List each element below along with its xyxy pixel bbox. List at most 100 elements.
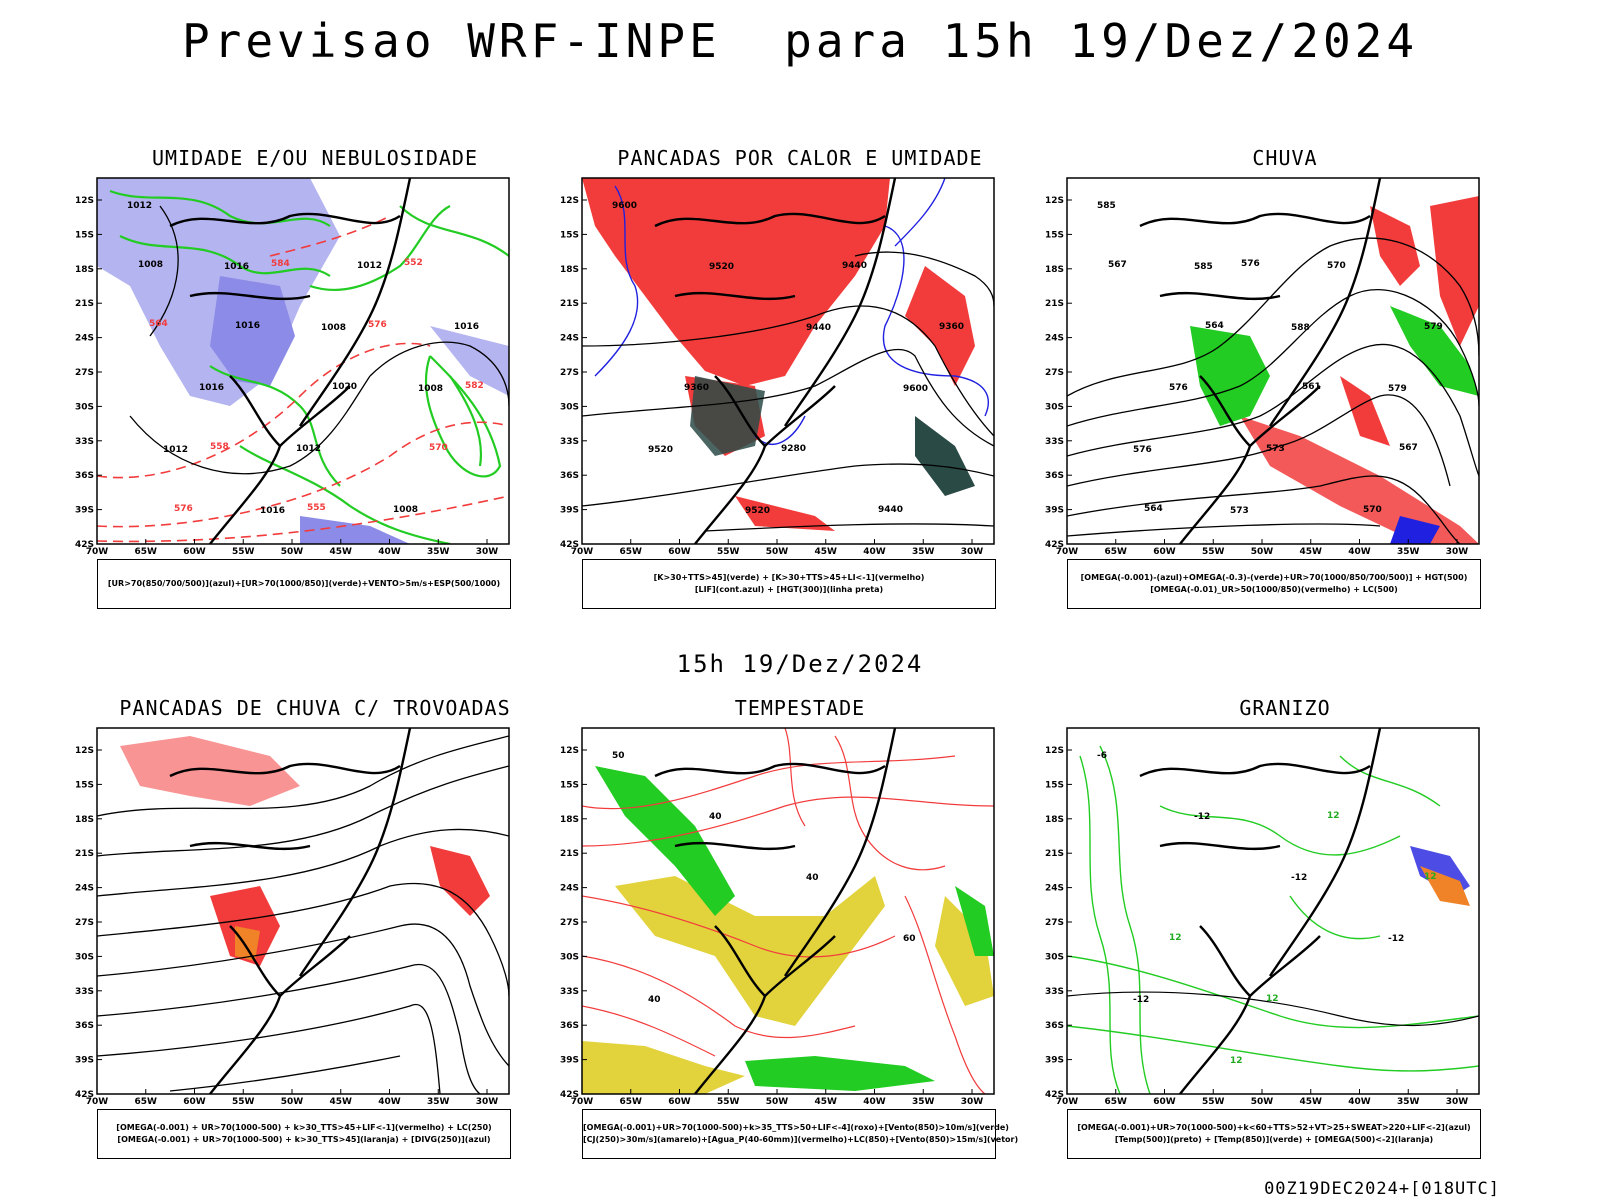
contour-label: -12: [1133, 995, 1149, 1005]
lon-label: 55W: [717, 547, 740, 557]
lat-label: 27S: [560, 918, 579, 928]
thunder-orange-patch: [235, 926, 260, 961]
lat-label: 24S: [560, 334, 579, 344]
contour-label: 576: [368, 320, 387, 330]
geopotential-contours: [582, 251, 994, 532]
lat-label: 18S: [560, 265, 579, 275]
contour-label: 1016: [199, 383, 224, 393]
contour-label: 50: [612, 751, 625, 761]
lat-label: 39S: [75, 1056, 94, 1066]
contour-label: 9600: [903, 384, 928, 394]
lat-label: 42S: [75, 540, 94, 550]
contour-label: 570: [1327, 261, 1346, 271]
panel-title: PANCADAS DE CHUVA C/ TROVOADAS: [119, 696, 511, 720]
rain-blue-area: [1390, 516, 1440, 544]
temp-850-contours: [1067, 745, 1479, 1094]
lon-label: 45W: [815, 547, 838, 557]
lon-label: 55W: [717, 1097, 740, 1107]
contour-label: 1020: [332, 382, 357, 392]
contour-label: 9520: [709, 262, 734, 272]
lat-label: 21S: [1045, 299, 1064, 309]
lat-label: 30S: [1045, 402, 1064, 412]
wind-green-area-east: [955, 886, 994, 956]
contour-label: 1016: [454, 322, 479, 332]
lat-label: 27S: [75, 368, 94, 378]
lat-label: 24S: [75, 334, 94, 344]
rain-red-streak: [1240, 416, 1479, 544]
lon-label: 65W: [135, 1097, 158, 1107]
lat-label: 42S: [1045, 540, 1064, 550]
contour-label: 9360: [939, 322, 964, 332]
contour-label: 576: [1241, 259, 1260, 269]
lon-label: 65W: [135, 547, 158, 557]
lat-label: 18S: [1045, 815, 1064, 825]
contour-label: 1012: [127, 201, 152, 211]
country-borders: [1139, 728, 1382, 1094]
forecast-time-label: 15h 19/Dez/2024: [676, 650, 924, 678]
country-borders: [169, 178, 412, 544]
contour-label: -12: [1388, 934, 1404, 944]
country-borders: [1139, 178, 1382, 544]
temp-500-contours: [1067, 991, 1479, 1027]
lifted-index-contours: [594, 178, 989, 445]
lon-label: 30W: [961, 1097, 984, 1107]
contour-label: 40: [806, 873, 819, 883]
lon-label: 55W: [232, 547, 255, 557]
panel-tempestade: TEMPESTADE: [555, 696, 1045, 1186]
pressure-contours: [129, 205, 509, 475]
lat-label: 36S: [75, 471, 94, 481]
contour-label: 558: [210, 442, 229, 452]
contour-label: 9600: [612, 201, 637, 211]
lon-label: 45W: [330, 547, 353, 557]
jet-yellow-area-east: [935, 896, 994, 1006]
panel-legend: [OMEGA(-0.001) + UR>70(1000-500) + k>30_…: [97, 1109, 511, 1159]
lat-label: 12S: [1045, 746, 1064, 756]
lon-label: 30W: [961, 547, 984, 557]
contour-label: 40: [709, 812, 722, 822]
map-frame: [96, 177, 510, 545]
lon-label: 70W: [1056, 1097, 1079, 1107]
contour-label: 1012: [296, 444, 321, 454]
contour-label: 585: [1097, 201, 1116, 211]
panel-legend: [OMEGA(-0.001)+UR>70(1000-500)+k>35_TTS>…: [582, 1109, 1018, 1159]
panel-legend: [OMEGA(-0.001)+UR>70(1000-500)+k<60+TTS>…: [1067, 1109, 1481, 1159]
panel-title: GRANIZO: [1239, 696, 1331, 720]
hail-orange-area: [1420, 866, 1470, 906]
lon-label: 55W: [232, 1097, 255, 1107]
lon-label: 65W: [1105, 1097, 1128, 1107]
lat-label: 33S: [75, 987, 94, 997]
legend-line: [OMEGA(-0.001)-(azul)+OMEGA(-0.3)-(verde…: [1080, 573, 1468, 582]
lon-label: 50W: [766, 547, 789, 557]
lon-label: 45W: [1300, 547, 1323, 557]
run-identifier: 00Z19DEC2024+[018UTC]: [1264, 1179, 1500, 1199]
lon-label: 60W: [183, 547, 206, 557]
panel-granizo: GRANIZO: [1040, 696, 1530, 1186]
lat-label: 42S: [1045, 1090, 1064, 1100]
lat-label: 39S: [1045, 506, 1064, 516]
lat-label: 21S: [1045, 849, 1064, 859]
lat-label: 39S: [560, 1056, 579, 1066]
contour-label: 12: [1327, 811, 1340, 821]
lat-label: 12S: [1045, 196, 1064, 206]
contour-label: 584: [271, 259, 290, 269]
lon-label: 45W: [1300, 1097, 1323, 1107]
lat-label: 15S: [560, 230, 579, 240]
lon-label: 50W: [1251, 1097, 1274, 1107]
rain-red-patch-mid: [1340, 376, 1390, 446]
lon-label: 65W: [620, 1097, 643, 1107]
legend-line: [OMEGA(-0.001)+UR>70(1000-500)+k>35_TTS>…: [583, 1123, 1009, 1132]
lat-label: 12S: [560, 196, 579, 206]
contour-label: 579: [1388, 384, 1407, 394]
thunder-red-patch-south: [210, 886, 280, 966]
jet-yellow-area: [615, 876, 885, 1026]
lat-label: 15S: [75, 780, 94, 790]
panel-title: PANCADAS POR CALOR E UMIDADE: [617, 146, 983, 170]
lon-label: 50W: [281, 547, 304, 557]
humidity-blue-area-south: [300, 516, 410, 544]
contour-label: 9520: [745, 506, 770, 516]
lat-label: 42S: [560, 540, 579, 550]
contour-label: 9280: [781, 444, 806, 454]
lat-label: 21S: [75, 299, 94, 309]
